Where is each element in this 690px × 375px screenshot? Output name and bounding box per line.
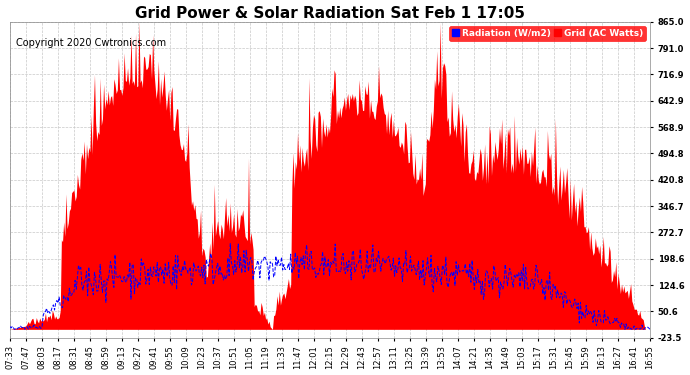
Title: Grid Power & Solar Radiation Sat Feb 1 17:05: Grid Power & Solar Radiation Sat Feb 1 1… — [135, 6, 525, 21]
Legend: Radiation (W/m2), Grid (AC Watts): Radiation (W/m2), Grid (AC Watts) — [449, 26, 646, 40]
Text: Copyright 2020 Cwtronics.com: Copyright 2020 Cwtronics.com — [17, 38, 166, 48]
